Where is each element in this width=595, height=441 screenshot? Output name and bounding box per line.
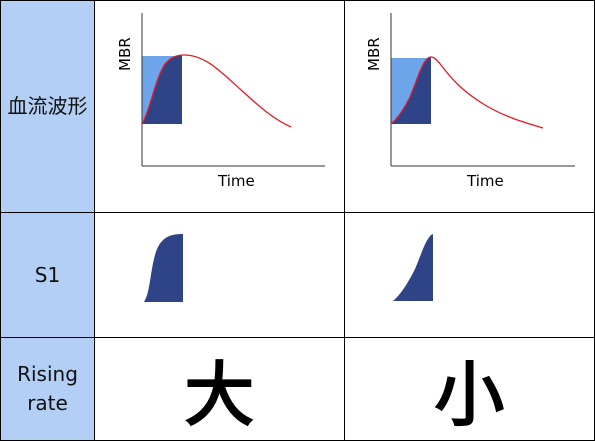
waveform-right-diagram: MBR Time [365,13,576,190]
x-axis-label: Time [466,172,504,190]
row-header-waveform-label: 血流波形 [7,94,88,118]
row-header-s1: S1 [1,213,95,338]
waveform-left-diagram: MBR Time [116,13,326,190]
s1-left-shape [144,234,184,302]
s1-right-area [393,234,434,301]
waveform-right-cell: MBR Time [344,1,594,213]
waveform-left-cell: MBR Time [95,1,345,213]
s1-left-area [144,234,184,302]
row-header-s1-label: S1 [34,262,61,287]
row-header-rising-rate-label: Rising rate [17,360,78,418]
rate-text: rate [27,391,68,415]
row-header-rising-rate: Rising rate [1,338,95,440]
s1-right-shape [393,234,434,301]
flow-curve [390,56,544,129]
y-axis-label: MBR [116,37,134,71]
s1-left-cell [95,213,345,338]
s1-right-cell [344,213,594,338]
rate-left-cell: 大 [95,338,345,440]
x-axis-label: Time [217,172,255,190]
row-header-waveform: 血流波形 [1,1,95,213]
rate-right-cell: 小 [345,338,595,440]
y-axis-label: MBR [365,37,383,71]
rate-right-value: 小 [434,353,505,436]
rate-left-value: 大 [184,353,255,436]
dark-area [142,55,183,124]
flow-curve [141,54,292,128]
rising-text: Rising [17,362,78,386]
dark-area [391,57,432,124]
